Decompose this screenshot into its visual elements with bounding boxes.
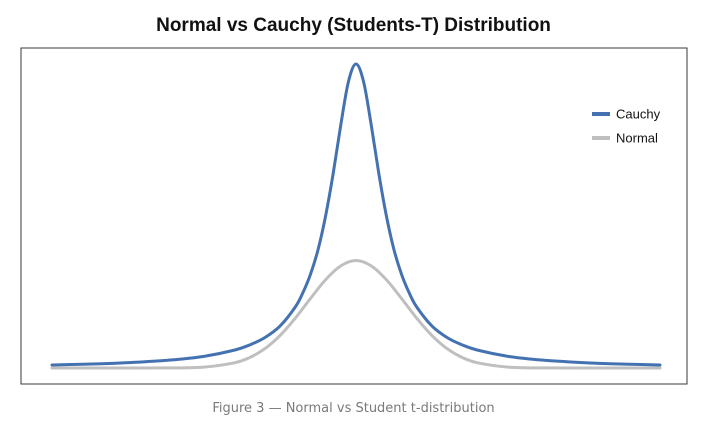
plot-frame <box>20 47 688 385</box>
legend-item-normal: Normal <box>592 131 658 146</box>
chart-title: Normal vs Cauchy (Students-T) Distributi… <box>156 15 551 36</box>
legend-item-cauchy: Cauchy <box>592 107 661 122</box>
chart: Cauchy Normal <box>20 47 688 385</box>
figure-caption: Figure 3 — Normal vs Student t-distribut… <box>212 401 495 416</box>
series-line-normal <box>50 259 662 370</box>
legend: Cauchy Normal <box>592 107 661 146</box>
legend-label-normal: Normal <box>616 131 658 146</box>
series-layer <box>50 62 662 370</box>
series-line-cauchy <box>50 62 662 367</box>
legend-label-cauchy: Cauchy <box>616 107 661 122</box>
